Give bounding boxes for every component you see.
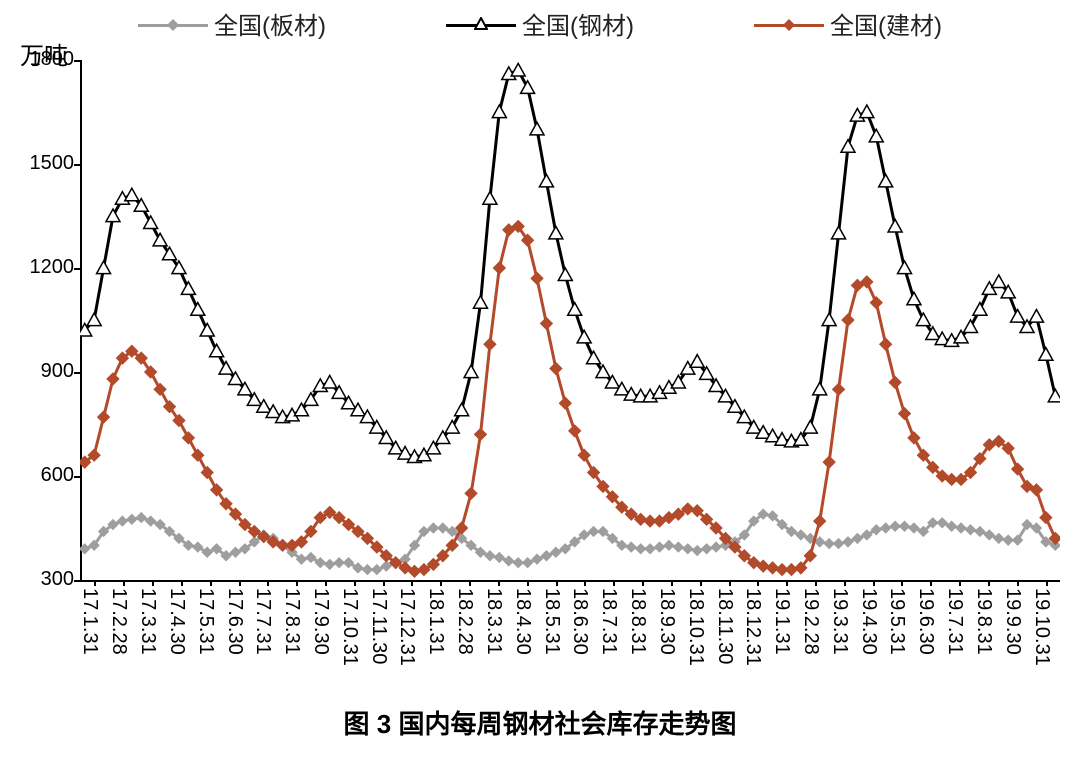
legend: 全国(板材) 全国(钢材) 全国(建材) — [0, 6, 1080, 41]
x-tick-label: 17.8.31 — [280, 588, 303, 655]
x-tick-label: 18.6.30 — [568, 588, 591, 655]
y-tick-label: 1500 — [18, 152, 74, 175]
legend-label-plate: 全国(板材) — [214, 6, 326, 41]
x-tick — [671, 580, 673, 586]
y-tick-label: 600 — [18, 464, 74, 487]
x-tick-label: 17.2.28 — [107, 588, 130, 655]
x-tick — [267, 580, 269, 586]
x-tick-label: 18.5.31 — [540, 588, 563, 655]
x-tick-label: 18.3.31 — [482, 588, 505, 655]
x-tick — [296, 580, 298, 586]
x-tick — [239, 580, 241, 586]
steel-inventory-chart: 全国(板材) 全国(钢材) 全国(建材) 万吨 3006009001 — [0, 0, 1080, 759]
x-tick-label: 18.2.28 — [453, 588, 476, 655]
series-line-steel — [85, 70, 1056, 457]
plot-area — [80, 60, 1060, 580]
x-tick — [411, 580, 413, 586]
legend-label-building: 全国(建材) — [830, 6, 942, 41]
legend-item-building: 全国(建材) — [754, 6, 942, 41]
x-tick — [815, 580, 817, 586]
x-tick — [901, 580, 903, 586]
x-tick-label: 19.10.31 — [1030, 588, 1053, 666]
series-markers-plate — [80, 509, 1060, 574]
y-tick-label: 1800 — [18, 48, 74, 71]
x-tick — [325, 580, 327, 586]
y-tick-label: 1200 — [18, 256, 74, 279]
x-tick-label: 19.6.30 — [914, 588, 937, 655]
x-tick — [440, 580, 442, 586]
x-tick-label: 19.9.30 — [1001, 588, 1024, 655]
x-tick-label: 19.7.31 — [943, 588, 966, 655]
y-tick-label: 900 — [18, 360, 74, 383]
x-tick-label: 17.10.31 — [338, 588, 361, 666]
x-tick — [844, 580, 846, 586]
x-tick — [152, 580, 154, 586]
x-tick — [383, 580, 385, 586]
x-tick — [210, 580, 212, 586]
x-tick — [988, 580, 990, 586]
x-tick — [1017, 580, 1019, 586]
x-tick-label: 19.3.31 — [828, 588, 851, 655]
x-tick-label: 17.4.30 — [165, 588, 188, 655]
legend-item-plate: 全国(板材) — [138, 6, 326, 41]
x-tick — [527, 580, 529, 586]
x-tick-label: 17.7.31 — [251, 588, 274, 655]
x-tick — [1046, 580, 1048, 586]
x-tick-label: 19.8.31 — [972, 588, 995, 655]
legend-item-steel: 全国(钢材) — [446, 6, 634, 41]
y-tick-label: 300 — [18, 568, 74, 591]
triangle-icon — [474, 10, 488, 38]
chart-caption: 图 3 国内每周钢材社会库存走势图 — [0, 704, 1080, 741]
x-tick-label: 17.11.30 — [367, 588, 390, 664]
x-tick — [469, 580, 471, 586]
y-tick — [74, 580, 80, 582]
x-tick — [757, 580, 759, 586]
x-tick-label: 18.1.31 — [424, 588, 447, 655]
x-tick — [556, 580, 558, 586]
x-axis-line — [80, 580, 1060, 582]
x-tick-label: 19.5.31 — [885, 588, 908, 655]
x-tick-label: 19.1.31 — [770, 588, 793, 655]
x-tick — [959, 580, 961, 586]
x-tick-label: 17.6.30 — [223, 588, 246, 655]
x-tick — [613, 580, 615, 586]
x-tick — [498, 580, 500, 586]
x-tick-label: 18.8.31 — [626, 588, 649, 655]
x-tick — [123, 580, 125, 586]
diamond-icon — [167, 10, 179, 38]
x-tick — [873, 580, 875, 586]
x-tick — [786, 580, 788, 586]
x-tick — [930, 580, 932, 586]
x-tick-label: 18.10.31 — [684, 588, 707, 666]
x-tick-label: 18.12.31 — [741, 588, 764, 666]
x-tick-label: 17.1.31 — [78, 588, 101, 655]
x-tick — [729, 580, 731, 586]
x-tick — [181, 580, 183, 586]
legend-label-steel: 全国(钢材) — [522, 6, 634, 41]
x-tick-label: 18.7.31 — [597, 588, 620, 655]
x-tick — [94, 580, 96, 586]
x-tick — [584, 580, 586, 586]
x-tick-label: 18.11.30 — [713, 588, 736, 664]
x-tick-label: 19.4.30 — [857, 588, 880, 655]
x-tick — [642, 580, 644, 586]
diamond-icon — [783, 10, 795, 38]
x-tick-label: 19.2.28 — [799, 588, 822, 655]
x-tick-label: 17.9.30 — [309, 588, 332, 655]
x-tick — [700, 580, 702, 586]
x-tick-label: 18.9.30 — [655, 588, 678, 655]
x-tick — [354, 580, 356, 586]
x-tick-label: 18.4.30 — [511, 588, 534, 655]
x-tick-label: 17.3.31 — [136, 588, 159, 655]
x-tick-label: 17.12.31 — [395, 588, 418, 666]
x-tick-label: 17.5.31 — [194, 588, 217, 655]
